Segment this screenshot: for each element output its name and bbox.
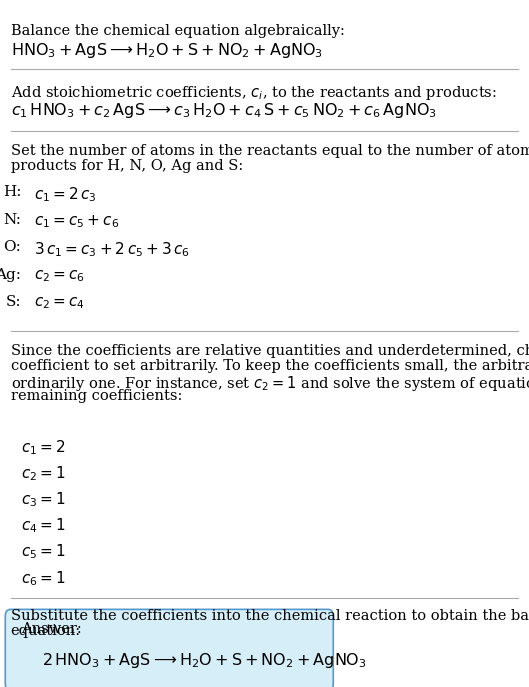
Text: $c_1 = 2\,c_3$: $c_1 = 2\,c_3$ xyxy=(34,185,97,204)
Text: $c_2 = 1$: $c_2 = 1$ xyxy=(21,464,66,483)
Text: $c_1 = 2$: $c_1 = 2$ xyxy=(21,438,66,457)
Text: Add stoichiometric coefficients, $c_i$, to the reactants and products:: Add stoichiometric coefficients, $c_i$, … xyxy=(11,84,496,102)
Text: products for H, N, O, Ag and S:: products for H, N, O, Ag and S: xyxy=(11,159,243,173)
Text: O:: O: xyxy=(3,240,21,254)
Text: $c_2 = c_4$: $c_2 = c_4$ xyxy=(34,295,85,311)
Text: ordinarily one. For instance, set $c_2 = 1$ and solve the system of equations fo: ordinarily one. For instance, set $c_2 =… xyxy=(11,374,529,393)
Text: $c_2 = c_6$: $c_2 = c_6$ xyxy=(34,268,85,284)
Text: Substitute the coefficients into the chemical reaction to obtain the balanced: Substitute the coefficients into the che… xyxy=(11,609,529,622)
Text: $\mathrm{HNO_3 + AgS} \longrightarrow \mathrm{H_2O + S + NO_2 + AgNO_3}$: $\mathrm{HNO_3 + AgS} \longrightarrow \m… xyxy=(11,41,323,60)
Text: $c_3 = 1$: $c_3 = 1$ xyxy=(21,491,66,509)
Text: $2\,\mathrm{HNO_3} + \mathrm{AgS} \longrightarrow \mathrm{H_2O + S + NO_2 + AgNO: $2\,\mathrm{HNO_3} + \mathrm{AgS} \longr… xyxy=(42,651,367,670)
Text: equation:: equation: xyxy=(11,624,81,638)
Text: coefficient to set arbitrarily. To keep the coefficients small, the arbitrary va: coefficient to set arbitrarily. To keep … xyxy=(11,359,529,372)
Text: S:: S: xyxy=(5,295,21,309)
Text: remaining coefficients:: remaining coefficients: xyxy=(11,389,182,403)
Text: $c_1\,\mathrm{HNO_3} + c_2\,\mathrm{AgS} \longrightarrow c_3\,\mathrm{H_2O} + c_: $c_1\,\mathrm{HNO_3} + c_2\,\mathrm{AgS}… xyxy=(11,101,436,120)
Text: Ag:: Ag: xyxy=(0,268,21,282)
Text: Since the coefficients are relative quantities and underdetermined, choose a: Since the coefficients are relative quan… xyxy=(11,344,529,357)
Text: $3\,c_1 = c_3 + 2\,c_5 + 3\,c_6$: $3\,c_1 = c_3 + 2\,c_5 + 3\,c_6$ xyxy=(34,240,190,259)
Text: $c_5 = 1$: $c_5 = 1$ xyxy=(21,543,66,561)
Text: $c_1 = c_5 + c_6$: $c_1 = c_5 + c_6$ xyxy=(34,213,120,229)
Text: $c_4 = 1$: $c_4 = 1$ xyxy=(21,517,66,535)
Text: $c_6 = 1$: $c_6 = 1$ xyxy=(21,569,66,587)
Text: Answer:: Answer: xyxy=(21,622,82,635)
Text: Balance the chemical equation algebraically:: Balance the chemical equation algebraica… xyxy=(11,24,344,38)
Text: Set the number of atoms in the reactants equal to the number of atoms in the: Set the number of atoms in the reactants… xyxy=(11,144,529,158)
Text: N:: N: xyxy=(3,213,21,227)
Text: H:: H: xyxy=(3,185,21,199)
